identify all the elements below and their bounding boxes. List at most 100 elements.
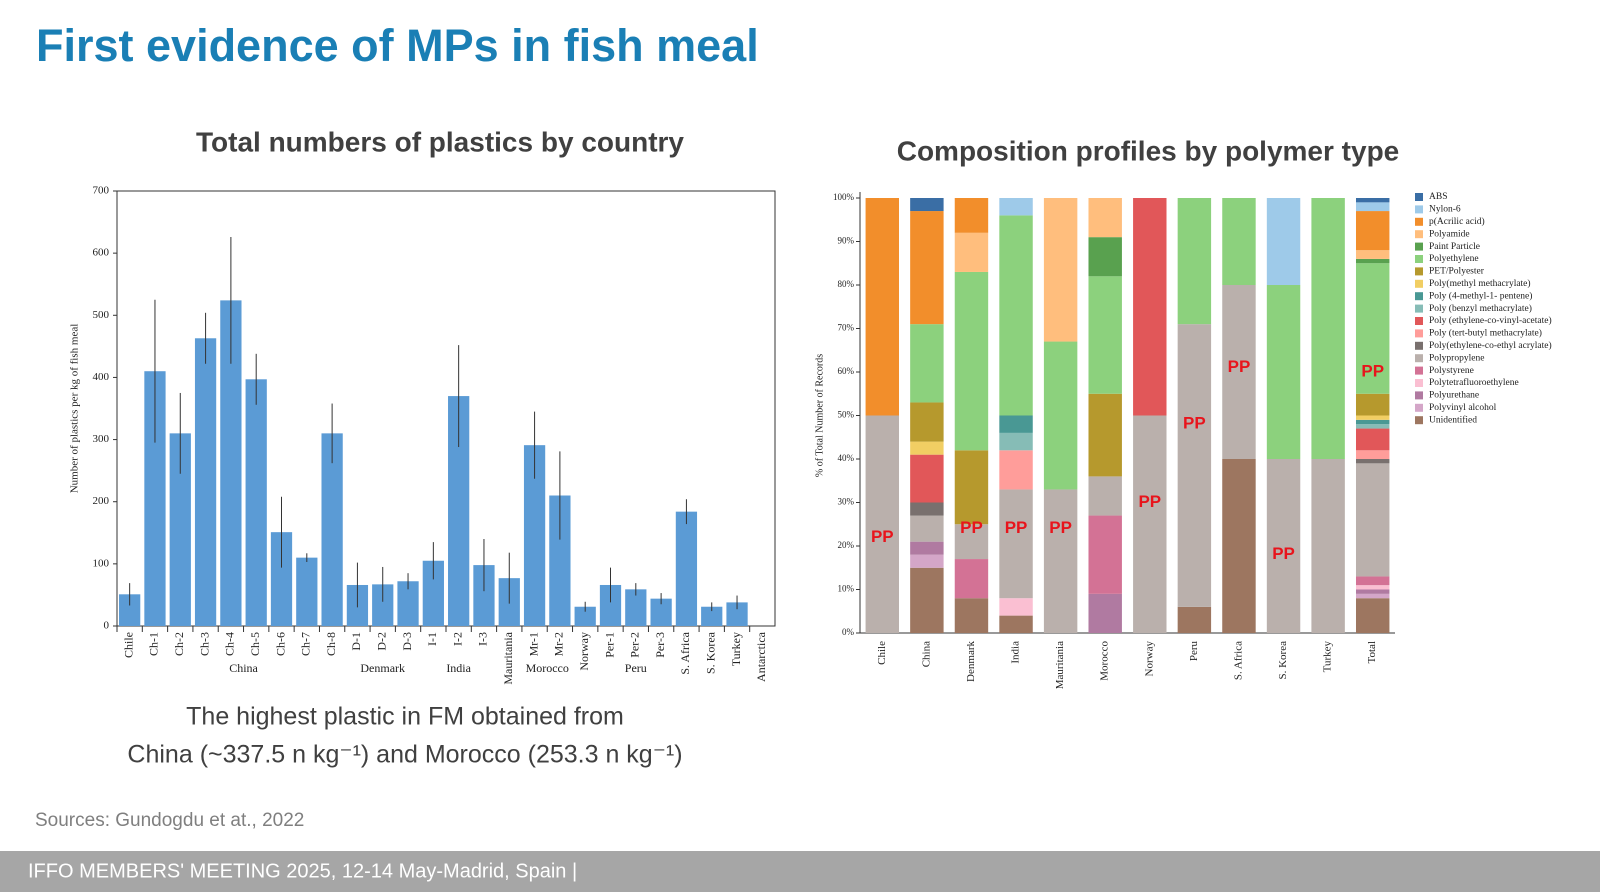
- legend-label: Polypropylene: [1429, 353, 1484, 363]
- bar-segment: [1088, 276, 1122, 394]
- x-tick-label: D-1: [349, 632, 363, 651]
- y-tick-label: 40%: [838, 453, 855, 463]
- legend-label: Poly(methyl methacrylate): [1429, 278, 1531, 289]
- bar-segment: [1088, 198, 1122, 238]
- x-tick-label: Turkey: [1322, 641, 1334, 673]
- x-tick-label: D-3: [400, 632, 414, 651]
- chart-title: Composition profiles by polymer type: [897, 135, 1400, 166]
- legend-swatch: [1415, 267, 1423, 276]
- y-tick-label: 500: [93, 309, 110, 321]
- x-tick-label: Per-1: [602, 632, 616, 658]
- legend-swatch: [1415, 255, 1423, 263]
- bar-segment: [999, 198, 1033, 216]
- bar-segment: [954, 450, 989, 525]
- y-axis-label: % of Total Number of Records: [814, 354, 825, 477]
- bar-segment: [910, 541, 944, 555]
- bar-segment: [1355, 202, 1390, 212]
- x-tick-label: Turkey: [729, 632, 743, 666]
- legend-label: Polyamide: [1429, 229, 1470, 239]
- bar: [523, 445, 546, 626]
- bar-segment: [1311, 198, 1345, 459]
- y-tick-label: 70%: [838, 323, 855, 333]
- bar: [726, 602, 748, 626]
- annotation: PP: [1361, 361, 1384, 380]
- legend-swatch: [1415, 354, 1423, 363]
- x-tick-label: Norway: [577, 632, 591, 671]
- x-tick-label: Per-3: [653, 632, 667, 658]
- bar-segment: [999, 215, 1033, 416]
- x-tick-label: Ch-1: [147, 632, 161, 656]
- bar-segment: [1088, 476, 1122, 516]
- x-tick-label: Ch-2: [172, 632, 186, 656]
- y-tick-label: 80%: [838, 279, 855, 289]
- annotation: PP: [1138, 492, 1161, 511]
- bar-chart: 0 100 200 300 400 500 600 700 Number of plastics…: [69, 185, 776, 685]
- annotation: PP: [1049, 518, 1072, 537]
- caption: China (~337.5 n kg⁻¹) and Morocco (253.3…: [127, 741, 682, 769]
- x-tick-label: I-3: [476, 632, 490, 646]
- bar-segment: [1266, 459, 1301, 633]
- legend-swatch: [1415, 366, 1423, 375]
- legend-label: Poly (benzyl methacrylate): [1429, 303, 1532, 314]
- bar-segment: [1088, 515, 1122, 594]
- bar-segment: [1177, 198, 1212, 325]
- x-tick-label: I-2: [450, 632, 464, 646]
- bar-segment: [1043, 198, 1078, 342]
- x-tick-label: Morocco: [1099, 641, 1111, 681]
- legend-swatch: [1415, 292, 1423, 301]
- x-tick-label: Norway: [1143, 641, 1155, 677]
- bar: [599, 584, 622, 626]
- legend-swatch: [1415, 217, 1423, 226]
- x-tick-label: S. Africa: [678, 631, 692, 674]
- x-tick-label: D-2: [374, 632, 388, 651]
- bar-segment: [954, 524, 989, 560]
- bar-segment: [1355, 250, 1390, 259]
- bar-segment: [910, 554, 944, 568]
- legend-label: p(Acrilic acid): [1429, 216, 1485, 227]
- bar-segment: [910, 324, 944, 403]
- x-tick-label: Mauritania: [501, 631, 515, 684]
- bar: [321, 433, 343, 626]
- bar-segment: [1355, 393, 1390, 416]
- legend-swatch: [1415, 329, 1423, 338]
- bar-segment: [1355, 576, 1390, 586]
- footer: IFFO MEMBERS' MEETING 2025, 12-14 May-Ma…: [28, 860, 577, 882]
- y-tick-label: 20%: [838, 540, 855, 550]
- annotation: PP: [871, 527, 894, 546]
- group-label: China: [229, 661, 258, 675]
- bar-segment: [999, 615, 1033, 633]
- bar-segment: [1355, 424, 1390, 429]
- annotation: PP: [1228, 357, 1251, 376]
- legend-swatch: [1415, 205, 1423, 214]
- x-tick-label: S. Africa: [1232, 641, 1244, 680]
- x-tick-label: Denmark: [965, 641, 977, 682]
- annotation: PP: [1272, 544, 1295, 563]
- bar-segment: [1133, 415, 1167, 633]
- y-tick-label: 700: [93, 185, 110, 197]
- bar: [397, 581, 419, 626]
- bar-segment: [999, 415, 1033, 433]
- bar-segment: [910, 567, 944, 633]
- x-tick-label: Ch-5: [248, 632, 262, 656]
- x-tick-label: Chile: [121, 632, 135, 658]
- stacked-chart: 0% 10% 20% 30% 40% 50% 60% 70% 80% 90% 100% % of To…: [814, 192, 1552, 689]
- bar: [245, 379, 267, 626]
- legend-label: Polyvinyl alcohol: [1429, 403, 1497, 413]
- legend-label: Poly (4-methyl-1- pentene): [1429, 290, 1532, 301]
- bar-segment: [1355, 593, 1390, 599]
- x-tick-label: Ch-3: [197, 632, 211, 656]
- x-tick-label: S. Korea: [1277, 641, 1289, 680]
- bar: [296, 557, 318, 626]
- bar-segment: [1355, 263, 1390, 394]
- bar-segment: [954, 198, 989, 233]
- x-tick-label: Antarctica: [754, 631, 768, 682]
- annotation: PP: [1005, 518, 1028, 537]
- annotation: PP: [960, 518, 983, 537]
- chart-title: Total numbers of plastics by country: [196, 126, 684, 157]
- bar-segment: [1266, 198, 1301, 285]
- legend-swatch: [1415, 391, 1423, 400]
- legend-label: Nylon-6: [1429, 205, 1461, 215]
- slide-title: First evidence of MPs in fish meal: [36, 20, 759, 71]
- x-tick-label: Ch-6: [273, 632, 287, 656]
- bar-segment: [1133, 198, 1167, 416]
